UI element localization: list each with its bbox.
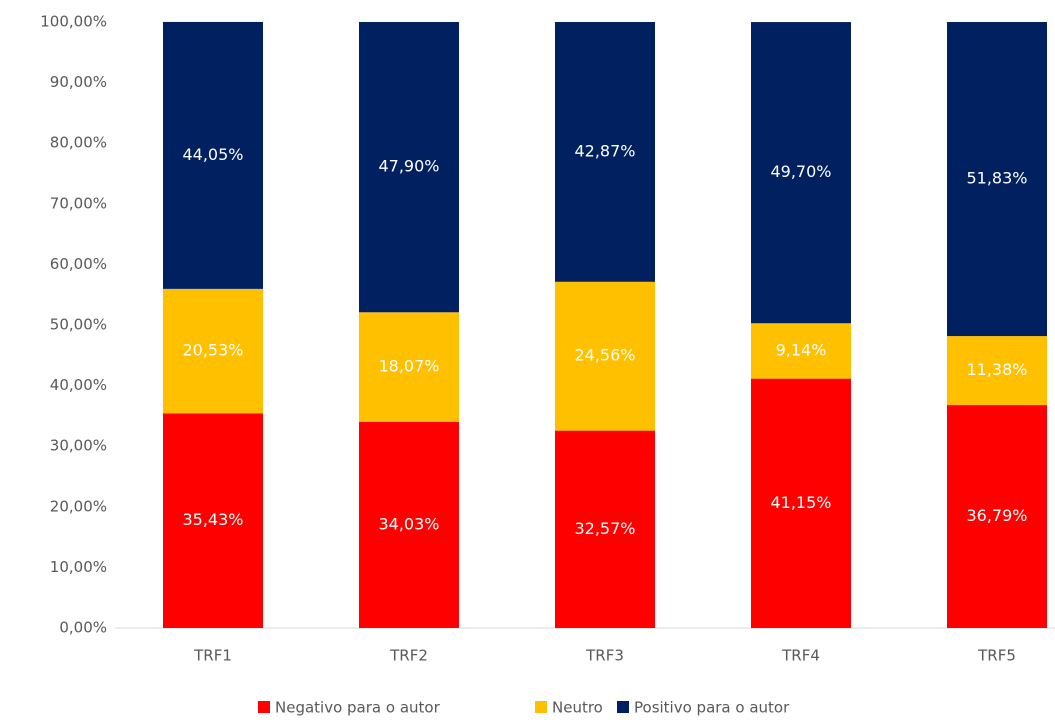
y-tick-label: 30,00% [50,437,107,455]
bar-segment [947,22,1047,337]
data-label: 47,90% [378,157,439,176]
y-tick-label: 50,00% [50,316,107,334]
data-label: 42,87% [574,141,635,160]
data-label: 9,14% [776,340,827,359]
data-label: 51,83% [966,169,1027,188]
bar-segment [751,323,851,379]
data-label: 18,07% [378,357,439,376]
bar-segment [751,22,851,324]
data-label: 24,56% [574,346,635,365]
y-tick-label: 80,00% [50,134,107,152]
x-tick-label: TRF2 [389,647,428,665]
data-label: 41,15% [770,493,831,512]
legend-label: Positivo para o autor [634,699,790,717]
y-tick-label: 0,00% [59,619,107,637]
y-tick-label: 60,00% [50,255,107,273]
bar-segment [947,405,1047,628]
data-label: 11,38% [966,360,1027,379]
bar-segment [751,378,851,628]
legend-swatch [535,701,547,713]
data-label: 20,53% [182,341,243,360]
bar-segment [359,421,459,628]
legend-swatch [258,701,270,713]
y-tick-label: 40,00% [50,376,107,394]
data-label: 32,57% [574,519,635,538]
data-label: 36,79% [966,506,1027,525]
y-tick-label: 20,00% [50,497,107,515]
x-tick-label: TRF5 [977,647,1016,665]
x-tick-label: TRF3 [585,647,624,665]
data-label: 49,70% [770,162,831,181]
legend-label: Neutro [552,699,603,717]
y-tick-label: 90,00% [50,73,107,91]
legend-label: Negativo para o autor [275,699,441,717]
bar-segment [555,281,655,431]
bar-segment [947,336,1047,406]
y-tick-label: 100,00% [40,13,107,31]
bar-segment [555,430,655,628]
x-tick-label: TRF4 [781,647,820,665]
bar-segment [163,413,263,628]
y-tick-label: 10,00% [50,558,107,576]
bar-segment [359,22,459,313]
bar-segment [359,312,459,422]
y-tick-label: 70,00% [50,194,107,212]
bar-segment [555,22,655,282]
x-tick-label: TRF1 [193,647,232,665]
data-label: 44,05% [182,145,243,164]
data-label: 35,43% [182,510,243,529]
bar-segment [163,21,263,289]
data-label: 34,03% [378,514,439,533]
bar-segment [163,288,263,414]
legend-swatch [617,701,629,713]
